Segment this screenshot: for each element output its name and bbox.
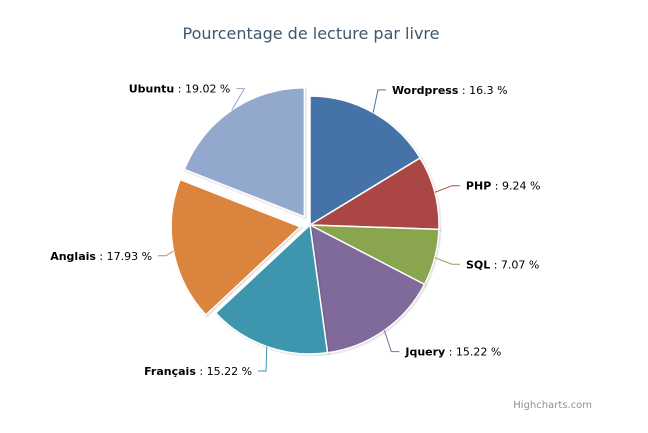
slice-ubuntu[interactable]: [183, 86, 306, 218]
slice-anglais[interactable]: [170, 178, 301, 316]
pie-slices: [170, 86, 442, 357]
connector-sql: [434, 257, 460, 265]
slice-wordpress[interactable]: [309, 95, 421, 226]
data-label-sql: SQL : 7.07 %: [466, 258, 539, 271]
data-label-jquery: Jquery : 15.22 %: [404, 346, 501, 359]
data-label-ubuntu: Ubuntu : 19.02 %: [129, 83, 231, 96]
connector-jquery: [383, 330, 400, 353]
connector-francais: [258, 346, 268, 372]
data-label-anglais: Anglais : 17.93 %: [50, 250, 152, 263]
credits-link[interactable]: Highcharts.com: [513, 400, 592, 411]
data-label-francais: Français : 15.22 %: [144, 365, 252, 378]
data-label-wordpress: Wordpress : 16.3 %: [392, 84, 508, 97]
chart-title: Pourcentage de lecture par livre: [183, 24, 440, 43]
connector-ubuntu: [231, 88, 246, 111]
connector-anglais: [158, 250, 174, 257]
label-connectors: [158, 88, 460, 372]
data-labels: Wordpress : 16.3 % PHP : 9.24 % SQL : 7.07…: [50, 83, 540, 378]
data-label-php: PHP : 9.24 %: [466, 180, 540, 193]
connector-wordpress: [372, 89, 386, 113]
connector-php: [434, 185, 460, 193]
